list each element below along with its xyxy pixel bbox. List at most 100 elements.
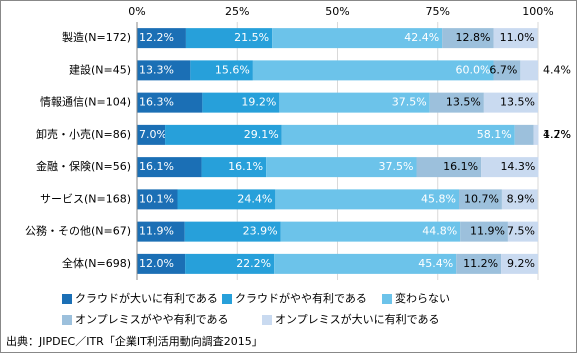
bar-segment xyxy=(137,28,186,49)
bar-segment xyxy=(416,157,482,178)
x-tick-label: 100% xyxy=(522,5,553,18)
value-label: 13.5% xyxy=(500,96,535,109)
value-label: 11.2% xyxy=(463,257,498,270)
value-label: 58.1% xyxy=(477,128,512,141)
bar-segment xyxy=(520,60,538,81)
value-label: 23.9% xyxy=(243,225,278,238)
value-label: 16.1% xyxy=(228,160,263,173)
bar-segment xyxy=(137,157,202,178)
value-label: 60.0% xyxy=(456,63,491,76)
legend-swatch xyxy=(382,294,392,304)
value-label: 19.2% xyxy=(241,96,276,109)
bar-segment xyxy=(460,221,508,242)
value-label: 24.4% xyxy=(237,192,272,205)
bar-segment xyxy=(202,92,280,113)
value-label: 13.3% xyxy=(139,63,174,76)
value-label: 1.2% xyxy=(543,128,571,141)
legend-swatch xyxy=(222,294,232,304)
value-label: 16.3% xyxy=(139,96,174,109)
x-tick-label: 75% xyxy=(426,5,450,18)
bar-segment xyxy=(429,92,484,113)
bar-segment xyxy=(137,92,203,113)
bar-segment xyxy=(190,60,253,81)
bar-segment xyxy=(514,124,534,145)
value-label: 13.5% xyxy=(446,96,481,109)
legend-label: オンプレミスがやや有利である xyxy=(75,312,229,326)
bar-segment xyxy=(201,157,267,178)
legend-swatch xyxy=(62,294,72,304)
value-label: 8.9% xyxy=(507,192,535,205)
value-label: 16.1% xyxy=(139,160,174,173)
bar-segment xyxy=(137,124,166,145)
bar-segment xyxy=(185,253,275,274)
value-label: 12.2% xyxy=(139,31,174,44)
x-tick-label: 25% xyxy=(225,5,249,18)
value-label: 29.1% xyxy=(244,128,279,141)
bar-segment xyxy=(533,124,539,145)
value-label: 10.1% xyxy=(139,192,174,205)
bar-segment xyxy=(137,253,186,274)
y-tick-label: 金融・保険(N=56) xyxy=(36,159,131,173)
value-label: 11.9% xyxy=(470,225,505,238)
value-label: 44.8% xyxy=(422,225,457,238)
bar-segment xyxy=(507,221,538,242)
value-label: 15.6% xyxy=(215,63,250,76)
bar-segment xyxy=(184,221,281,242)
bar-segment xyxy=(185,28,273,49)
value-label: 4.4% xyxy=(543,63,571,76)
bar-segment xyxy=(275,189,460,210)
bar-segment xyxy=(456,253,502,274)
bar-segment xyxy=(266,157,417,178)
value-label: 22.2% xyxy=(236,257,271,270)
value-label: 7.0% xyxy=(139,128,167,141)
value-label: 12.8% xyxy=(456,31,491,44)
value-label: 37.5% xyxy=(392,96,427,109)
legend-label: 変わらない xyxy=(395,291,450,305)
y-tick-label: 公務・その他(N=67) xyxy=(25,224,131,238)
bar-segment xyxy=(501,189,538,210)
bar-segment xyxy=(442,28,494,49)
value-label: 37.5% xyxy=(379,160,414,173)
value-label: 4.7% xyxy=(543,128,571,141)
x-tick-label: 50% xyxy=(325,5,349,18)
legend-label: オンプレミスが大いに有利である xyxy=(275,312,440,326)
y-tick-label: サービス(N=168) xyxy=(40,192,131,205)
y-tick-label: 製造(N=172) xyxy=(62,30,131,44)
bar-segment xyxy=(281,124,515,145)
bar-segment xyxy=(252,60,494,81)
bar-segment xyxy=(280,221,461,242)
bar-segment xyxy=(177,189,276,210)
value-label: 11.9% xyxy=(139,225,174,238)
bar-segment xyxy=(493,28,538,49)
bar-segment xyxy=(493,60,521,81)
y-tick-label: 卸売・小売(N=86) xyxy=(36,127,131,141)
y-tick-label: 全体(N=698) xyxy=(62,256,131,270)
legend-label: クラウドが大いに有利である xyxy=(75,291,218,305)
value-label: 10.7% xyxy=(464,192,499,205)
source: 出典：JIPDEC／ITR「企業IT利活用動向調査2015」 xyxy=(6,334,263,348)
value-label: 7.5% xyxy=(507,225,535,238)
value-label: 9.2% xyxy=(507,257,535,270)
bar-segment xyxy=(459,189,502,210)
value-label: 42.4% xyxy=(404,31,439,44)
bar-segment xyxy=(165,124,282,145)
value-label: 45.4% xyxy=(418,257,453,270)
x-tick-label: 0% xyxy=(128,5,145,18)
bar-segment xyxy=(274,253,457,274)
value-label: 16.1% xyxy=(443,160,478,173)
value-label: 21.5% xyxy=(234,31,269,44)
bar-segment xyxy=(137,221,185,242)
value-label: 6.7% xyxy=(489,63,517,76)
bar-segment xyxy=(137,60,191,81)
bar-segment xyxy=(279,92,430,113)
bar-segment xyxy=(483,92,538,113)
bar-segment xyxy=(137,189,178,210)
value-label: 14.3% xyxy=(500,160,535,173)
y-tick-label: 建設(N=45) xyxy=(69,62,131,76)
bar-segment xyxy=(272,28,443,49)
value-label: 11.0% xyxy=(500,31,535,44)
legend-swatch xyxy=(62,315,72,325)
bar-segment xyxy=(481,157,539,178)
